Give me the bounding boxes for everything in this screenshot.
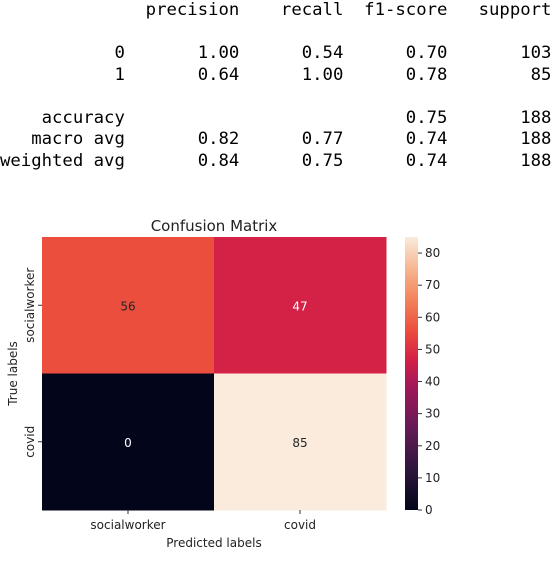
x-tick-label: socialworker: [90, 518, 165, 532]
colorbar-tick-label: 40: [425, 375, 440, 389]
row-precision-class-0: 1.00: [124, 43, 240, 63]
row-support-class-1: 85: [447, 64, 552, 85]
cell-annotation: 0: [124, 436, 132, 450]
x-tick-label: covid: [284, 518, 316, 532]
row-f1-class-0: 0.70: [343, 43, 448, 63]
header-support: support: [447, 0, 552, 20]
row-f1-macro-avg: 0.74: [343, 129, 448, 149]
y-tick-label: socialworker: [23, 268, 37, 343]
colorbar-tick-label: 50: [425, 342, 440, 356]
heatmap-cell: [214, 237, 387, 374]
row-f1-class-1: 0.78: [343, 64, 448, 85]
colorbar-tick-label: 70: [425, 278, 440, 292]
row-precision-class-1: 0.64: [124, 64, 240, 85]
y-tick-label: covid: [23, 426, 37, 458]
row-f1-accuracy: 0.75: [343, 107, 448, 128]
row-label-class-1: 1: [0, 64, 125, 85]
row-f1-weighted-avg: 0.74: [343, 150, 448, 171]
x-axis-label: Predicted labels: [166, 536, 261, 550]
row-label-class-0: 0: [0, 43, 125, 63]
colorbar: [405, 237, 418, 510]
row-precision-macro-avg: 0.82: [124, 129, 240, 149]
chart-title: Confusion Matrix: [151, 217, 278, 235]
row-label-weighted-avg: weighted avg: [0, 150, 125, 171]
confusion-matrix-chart: Confusion Matrix 56 47 0 85 socialworker covid…: [6, 217, 440, 550]
row-support-class-0: 103: [447, 43, 552, 63]
row-precision-weighted-avg: 0.84: [124, 150, 240, 171]
heatmap-cell: [214, 373, 387, 511]
header-recall: recall: [239, 0, 344, 20]
classification-report: precision recall f1-score support 0 1.00…: [0, 0, 551, 172]
row-precision-accuracy: [125, 108, 239, 128]
heatmap-cell: [42, 237, 215, 374]
colorbar-tick-label: 30: [425, 407, 440, 421]
colorbar-tick-label: 0: [425, 503, 433, 517]
y-axis-label: True labels: [6, 341, 20, 407]
cell-annotation: 47: [292, 299, 307, 313]
row-recall-accuracy: [239, 108, 343, 128]
row-recall-macro-avg: 0.77: [239, 129, 344, 149]
row-support-weighted-avg: 188: [447, 150, 552, 171]
colorbar-tick-label: 80: [425, 246, 440, 260]
header-precision: precision: [124, 0, 240, 20]
cell-annotation: 56: [120, 299, 135, 313]
cell-annotation: 85: [292, 436, 307, 450]
row-label-accuracy: accuracy: [0, 107, 125, 128]
row-label-macro-avg: macro avg: [0, 129, 125, 149]
heatmap-cell: [42, 373, 215, 511]
row-recall-class-1: 1.00: [239, 64, 344, 85]
row-support-accuracy: 188: [447, 107, 552, 128]
row-recall-class-0: 0.54: [239, 43, 344, 63]
header-f1-score: f1-score: [343, 0, 448, 20]
colorbar-tick-label: 60: [425, 310, 440, 324]
colorbar-tick-label: 10: [425, 471, 440, 485]
row-recall-weighted-avg: 0.75: [239, 150, 344, 171]
colorbar-tick-label: 20: [425, 439, 440, 453]
row-support-macro-avg: 188: [447, 129, 552, 149]
